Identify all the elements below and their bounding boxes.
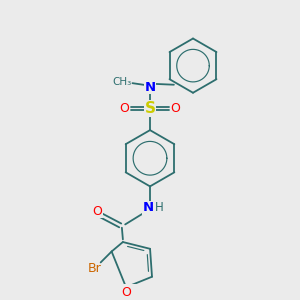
Text: O: O	[121, 286, 131, 299]
Text: N: N	[143, 201, 154, 214]
Text: H: H	[155, 201, 164, 214]
Text: N: N	[144, 81, 156, 94]
Text: O: O	[92, 205, 102, 218]
Text: O: O	[120, 102, 130, 115]
Text: O: O	[170, 102, 180, 115]
Text: CH₃: CH₃	[112, 76, 131, 86]
Text: S: S	[145, 101, 155, 116]
Text: Br: Br	[88, 262, 102, 275]
